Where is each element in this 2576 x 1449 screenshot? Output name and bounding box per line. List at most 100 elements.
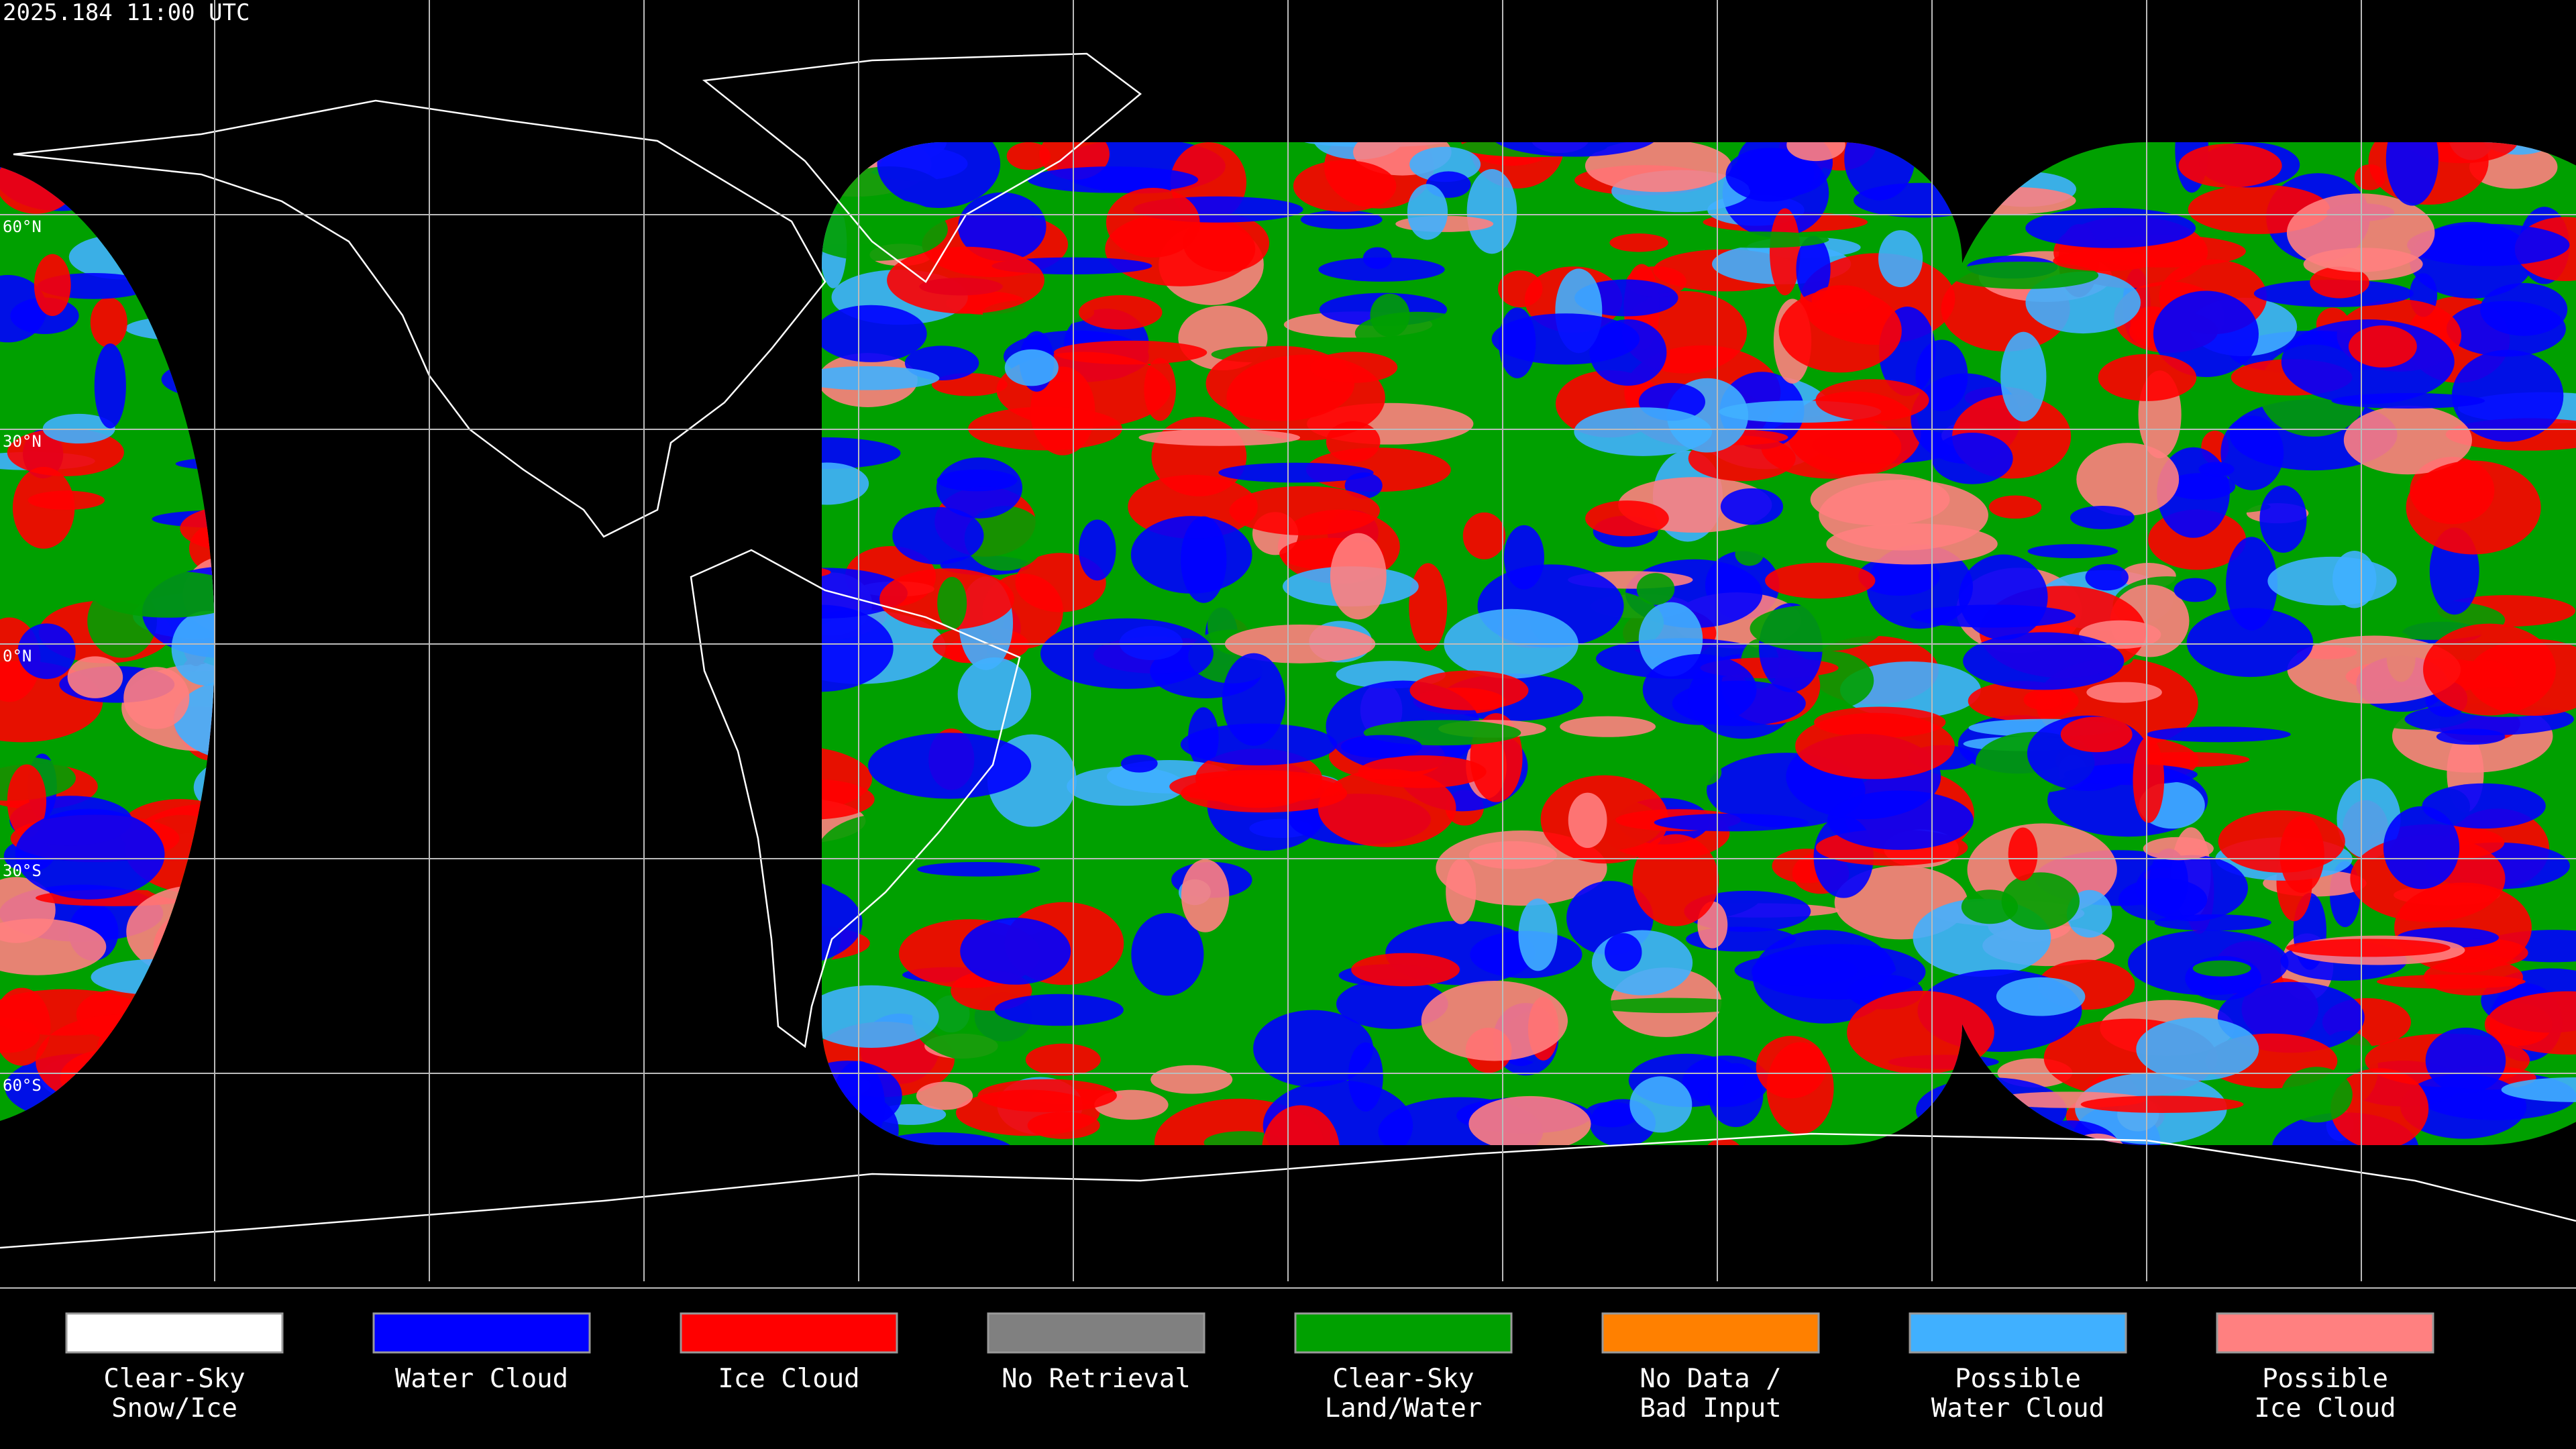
cloud-blob	[17, 345, 116, 380]
legend-swatch	[1294, 1312, 1513, 1354]
cloud-blob	[1409, 670, 1529, 710]
cloud-blob	[2259, 485, 2307, 553]
cloud-blob	[1556, 455, 1595, 502]
cloud-blob	[7, 764, 47, 838]
legend-panel	[0, 1288, 2576, 1449]
cloud-blob	[1106, 187, 1200, 258]
cloud-blob	[1370, 293, 1410, 337]
cloud-blob	[2422, 783, 2546, 829]
cloud-blob	[1053, 340, 1208, 365]
cloud-blob	[1765, 562, 1876, 599]
legend-label: Water Cloud	[1931, 1393, 2104, 1424]
legend-label: Ice Cloud	[718, 1364, 859, 1394]
cloud-blob	[1497, 270, 1543, 308]
legend-label: No Retrieval	[1002, 1364, 1191, 1394]
cloud-blob	[1262, 1105, 1340, 1145]
cloud-blob	[2080, 1095, 2244, 1114]
cloud-blob	[92, 571, 244, 618]
cloud-blob	[1491, 313, 1640, 365]
legend-label: Possible	[2262, 1364, 2388, 1394]
cloud-blob	[2226, 537, 2277, 631]
legend-label: Land/Water	[1325, 1393, 1483, 1424]
cloud-blob	[1025, 1043, 1101, 1076]
cloud-blob	[2153, 290, 2259, 378]
cloud-blob	[2220, 415, 2284, 490]
cloud-blob	[2136, 1017, 2259, 1081]
cloud-blob	[1720, 488, 1784, 525]
latitude-labels: 60°N 30°N 0°N 30°S 60°S	[3, 217, 42, 1095]
cloud-blob	[1131, 912, 1204, 996]
cloud-blob	[937, 576, 967, 630]
cloud-blob	[2331, 392, 2485, 409]
cloud-blob	[1181, 516, 1227, 603]
cloud-blob	[1466, 169, 1517, 254]
cloud-blob	[1770, 208, 1801, 296]
cloud-blob	[815, 305, 927, 362]
legend-label: Bad Input	[1640, 1393, 1781, 1424]
cloud-blob	[94, 343, 126, 429]
cloud-blob	[1796, 235, 1831, 303]
cloud-blob	[2001, 872, 2080, 930]
cloud-blob	[1181, 859, 1230, 932]
cloud-blob	[1568, 792, 1607, 849]
latitude-label: 30°N	[3, 432, 42, 451]
cloud-blob	[34, 254, 71, 317]
cloud-blob	[1961, 890, 2019, 924]
cloud-blob	[1138, 429, 1301, 446]
cloud-blob	[1330, 533, 1387, 620]
cloud-blob	[1636, 573, 1675, 605]
cloud-blob	[2105, 148, 2150, 223]
cloud-blob	[1996, 977, 2086, 1016]
cloud-blob	[994, 994, 1124, 1026]
legend-label: Snow/Ice	[111, 1393, 237, 1424]
legend-swatch	[65, 1312, 284, 1354]
legend-label: Possible	[1955, 1364, 2081, 1394]
cloud-blob	[1421, 980, 1568, 1061]
cloud-blob	[1632, 834, 1719, 926]
cloud-blob	[1585, 500, 1669, 537]
cloud-blob	[1409, 146, 1481, 182]
cloud-blob	[15, 808, 165, 900]
cloud-blob	[1642, 653, 1757, 725]
cloud-blob	[2377, 974, 2526, 989]
cloud-blob	[1988, 495, 2042, 519]
cloud-blob	[1735, 541, 1764, 566]
cloud-blob	[2053, 250, 2157, 272]
cloud-blob	[2487, 991, 2576, 1055]
cloud-blob	[936, 457, 1023, 519]
cloud-blob	[2287, 635, 2461, 704]
cloud-blob	[67, 656, 123, 698]
cloud-blob	[2060, 716, 2133, 753]
cloud-blob	[1491, 142, 1658, 157]
cloud-blob	[1341, 735, 1422, 758]
cloud-blob	[2174, 578, 2216, 602]
cloud-blob	[1229, 486, 1380, 536]
cloud-blob	[1560, 716, 1656, 737]
cloud-blob	[2133, 736, 2165, 823]
cloud-blob	[2501, 1077, 2576, 1102]
cloud-blob	[977, 1079, 1117, 1112]
cloud-blob	[1689, 231, 1829, 248]
coastline-north-america	[13, 99, 826, 538]
cloud-blob	[2135, 855, 2249, 922]
cloud-blob	[1253, 1010, 1374, 1087]
cloud-blob	[1931, 433, 2013, 484]
cloud-blob	[1604, 932, 1642, 971]
cloud-blob	[1591, 930, 1693, 996]
cloud-blob	[968, 407, 1122, 451]
cloud-blob	[2000, 331, 2047, 422]
cloud-blob	[800, 198, 948, 261]
cloud-blob	[0, 274, 47, 343]
cloud-blob	[2480, 282, 2568, 336]
cloud-blob	[1959, 554, 2048, 640]
cloud-blob	[2467, 639, 2576, 716]
cloud-blob	[1318, 257, 1445, 282]
legend-swatch	[987, 1312, 1205, 1354]
cloud-blob	[90, 297, 127, 348]
cloud-blob	[2154, 914, 2271, 931]
cloud-blob	[1468, 1095, 1591, 1145]
cloud-blob	[2354, 164, 2385, 191]
cloud-blob	[1407, 184, 1448, 240]
cloud-blob	[2192, 960, 2251, 977]
